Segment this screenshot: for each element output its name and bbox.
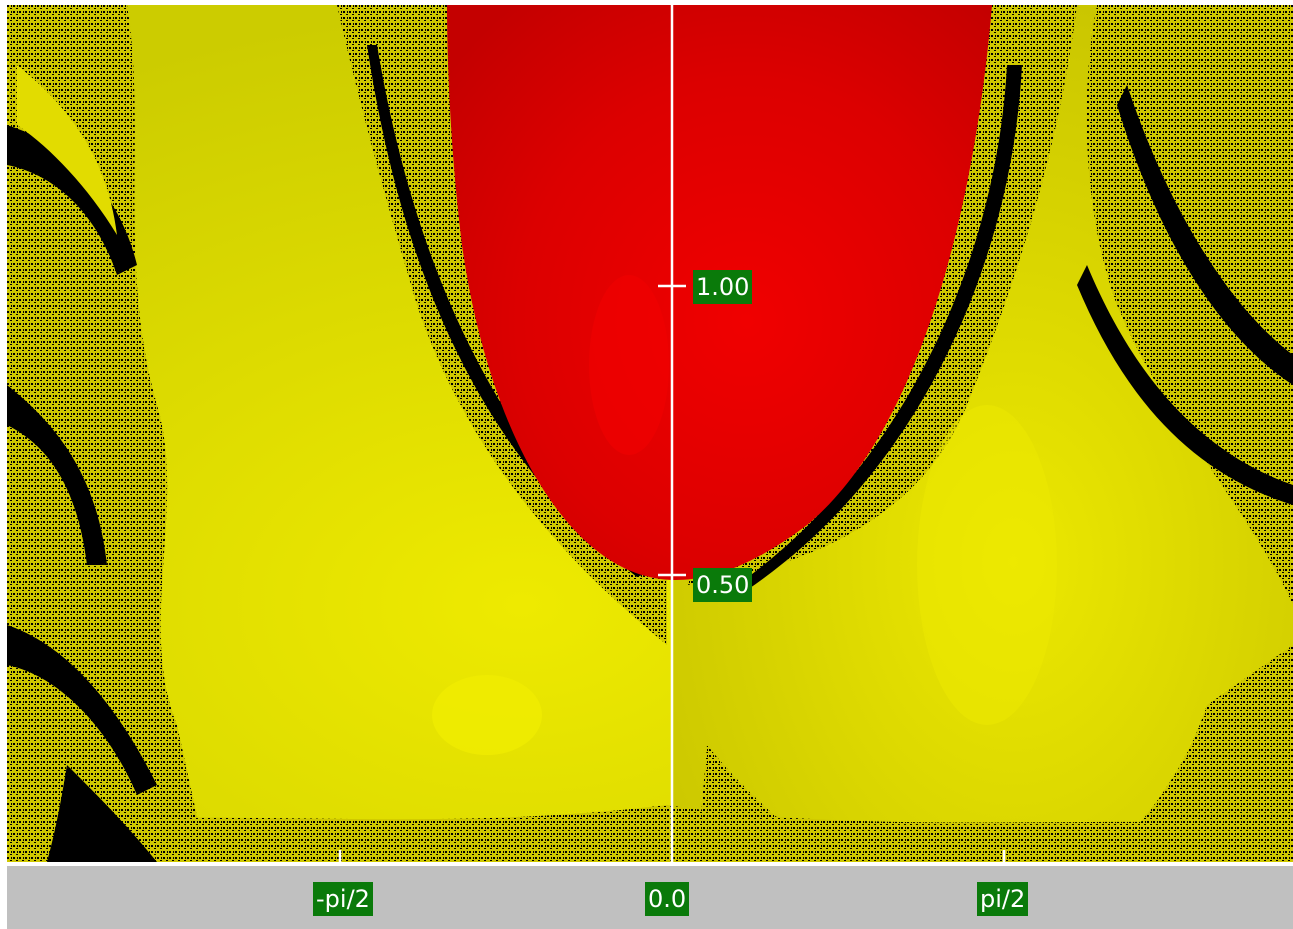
- right-dark-streak-2: [1077, 265, 1293, 505]
- left-dark-streak-1: [7, 125, 137, 275]
- left-chaos-band: [7, 5, 207, 862]
- x-tick-label-2: 0.0: [645, 882, 690, 916]
- left-yellow-petal: [17, 65, 117, 235]
- central-chaos-right: [687, 5, 1077, 585]
- right-dark-streak-1: [1117, 85, 1293, 385]
- fractal-plot[interactable]: [7, 5, 1293, 862]
- bottom-chaos-strip: [7, 805, 1293, 862]
- plot-bottom-border: [7, 862, 1293, 866]
- right-bottom-chaos: [1107, 645, 1293, 862]
- left-dark-streak-3: [7, 625, 157, 795]
- right-highlight: [917, 405, 1057, 725]
- left-highlight: [432, 675, 542, 755]
- bottom-center-fan: [697, 745, 827, 862]
- bottom-left-fan: [47, 765, 157, 862]
- red-basin-core: [589, 275, 669, 455]
- y-tick-label-1: 1.00: [693, 270, 753, 304]
- x-tick-label-3: pi/2: [977, 882, 1029, 916]
- y-tick-label-2: 0.50: [693, 568, 753, 602]
- x-tick-label-1: -pi/2: [313, 882, 373, 916]
- left-dark-streak-2: [7, 385, 107, 565]
